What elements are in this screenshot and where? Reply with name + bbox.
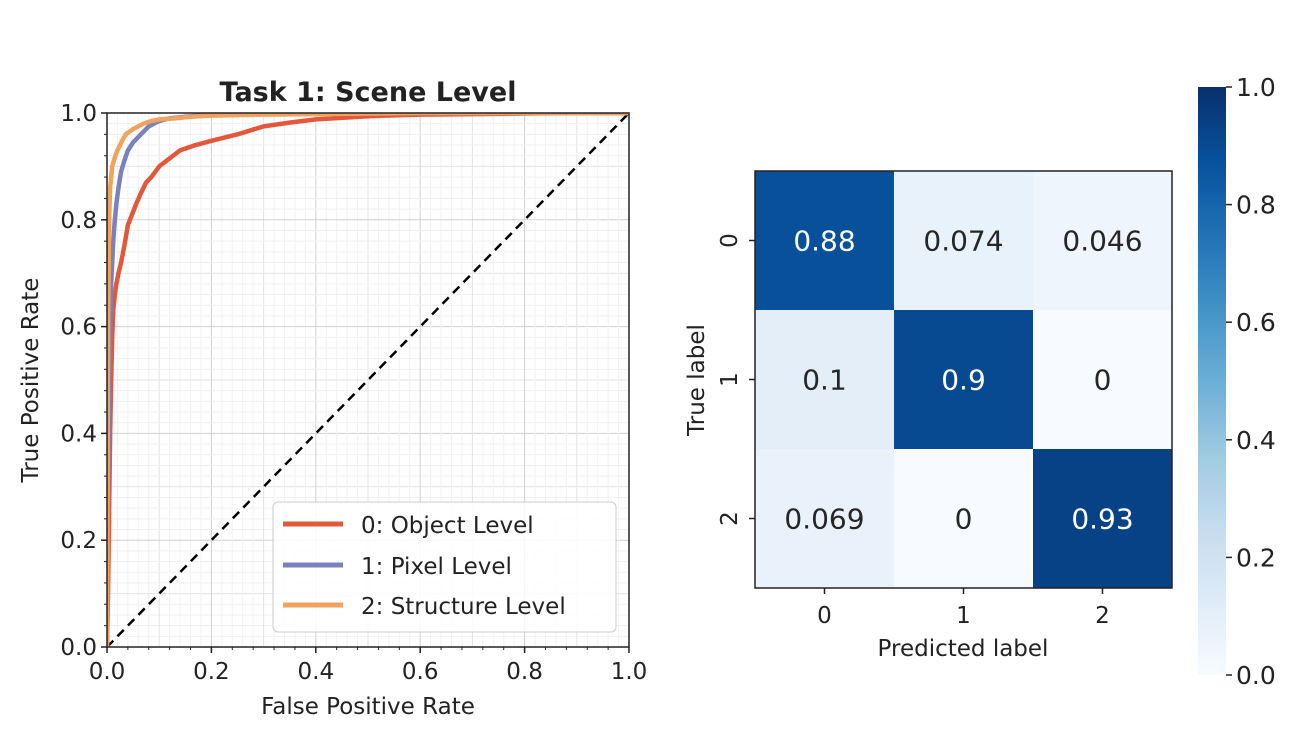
roc-legend-entry-structure-level: 2: Structure Level (283, 594, 566, 620)
confusion-matrix-cell-value: 0.074 (923, 225, 1003, 258)
roc-y-tick-label: 0.0 (60, 635, 97, 661)
confusion-matrix-cell (894, 171, 1034, 311)
colorbar-ticks: 0.0 0.2 0.4 0.6 0.8 1.0 (1226, 73, 1276, 690)
roc-chart: Task 1: Scene Level 0.0 0.2 0.4 0.6 0.8 1.00.… (18, 77, 647, 720)
confusion-matrix: 0.88 0.074 0.046 0.1 0.9 0 0.069 0 0.93 0 1 2 0 1 2 P… (684, 170, 1173, 662)
roc-x-tick-label: 0.8 (506, 659, 543, 685)
confusion-matrix-cell-value: 0.046 (1062, 225, 1142, 258)
colorbar-tick-label: 1.0 (1236, 73, 1276, 102)
confusion-matrix-cell-value: 0 (1094, 364, 1112, 397)
roc-ticks: 0.0 0.2 0.4 0.6 0.8 1.0 0.0 0.2 0.4 0.6 0.8 1.0 (60, 101, 647, 685)
colorbar-tick-label: 0.2 (1236, 543, 1276, 572)
confusion-matrix-cell-value: 0.1 (802, 364, 847, 397)
roc-series-chance (107, 113, 629, 647)
confusion-matrix-y-axis-label: True label (684, 324, 710, 437)
confusion-matrix-x-tick-label: 1 (956, 603, 971, 629)
roc-y-tick-label: 0.8 (60, 208, 97, 234)
confusion-matrix-x-axis-label: Predicted label (878, 636, 1049, 662)
confusion-matrix-cell-value: 0.93 (1071, 503, 1133, 536)
confusion-matrix-x-tick-label: 0 (817, 603, 832, 629)
confusion-matrix-cell (755, 171, 895, 311)
confusion-matrix-ticks: 0 1 2 0 1 2 (717, 233, 1110, 629)
roc-series-object-level (107, 113, 629, 647)
colorbar-tick-label: 0.6 (1236, 308, 1276, 337)
roc-x-tick-label: 1.0 (611, 659, 648, 685)
confusion-matrix-cell (894, 449, 1034, 589)
roc-legend: 0: Object Level 1: Pixel Level 2: Struct… (272, 501, 617, 633)
confusion-matrix-y-tick-label: 0 (717, 233, 743, 248)
confusion-matrix-cell-value: 0 (955, 503, 973, 536)
confusion-matrix-y-tick-label: 2 (717, 511, 743, 526)
roc-legend-label-structure-level: 2: Structure Level (361, 594, 566, 620)
confusion-matrix-cell-value: 0.069 (784, 503, 864, 536)
confusion-matrix-cell-value: 0.88 (793, 225, 855, 258)
confusion-matrix-cell (1033, 171, 1173, 311)
roc-x-tick-label: 0.0 (89, 659, 126, 685)
roc-y-axis-label: True Positive Rate (18, 278, 44, 484)
roc-legend-entry-pixel-level: 1: Pixel Level (283, 554, 512, 580)
roc-x-axis-label: False Positive Rate (261, 694, 475, 720)
roc-legend-label-pixel-level: 1: Pixel Level (361, 554, 512, 580)
confusion-matrix-x-tick-label: 2 (1095, 603, 1110, 629)
colorbar: 0.0 0.2 0.4 0.6 0.8 1.0 (1198, 73, 1276, 690)
confusion-matrix-cell (1033, 449, 1173, 589)
colorbar-tick-label: 0.0 (1236, 661, 1276, 690)
roc-x-tick-label: 0.4 (298, 659, 335, 685)
roc-x-tick-label: 0.2 (193, 659, 230, 685)
roc-series-structure-level (107, 113, 629, 647)
roc-legend-entry-object-level: 0: Object Level (283, 513, 534, 539)
roc-chart-title: Task 1: Scene Level (220, 77, 517, 108)
roc-plot-frame (106, 112, 630, 648)
roc-legend-box (272, 501, 617, 633)
roc-y-tick-label: 0.6 (60, 315, 97, 341)
roc-y-tick-label: 1.0 (60, 101, 97, 127)
confusion-matrix-cells: 0.88 0.074 0.046 0.1 0.9 0 0.069 0 0.93 (755, 171, 1173, 589)
confusion-matrix-cell (894, 310, 1034, 450)
confusion-matrix-cell (1033, 310, 1173, 450)
colorbar-tick-label: 0.8 (1236, 191, 1276, 220)
colorbar-gradient (1198, 87, 1226, 675)
colorbar-tick-label: 0.4 (1236, 426, 1276, 455)
confusion-matrix-cell-value: 0.9 (941, 364, 986, 397)
confusion-matrix-cell (755, 310, 895, 450)
confusion-matrix-cell (755, 449, 895, 589)
roc-legend-label-object-level: 0: Object Level (361, 513, 534, 539)
roc-y-tick-label: 0.2 (60, 528, 97, 554)
roc-y-tick-label: 0.4 (60, 421, 97, 447)
confusion-matrix-y-tick-label: 1 (717, 372, 743, 387)
roc-x-tick-label: 0.6 (402, 659, 439, 685)
